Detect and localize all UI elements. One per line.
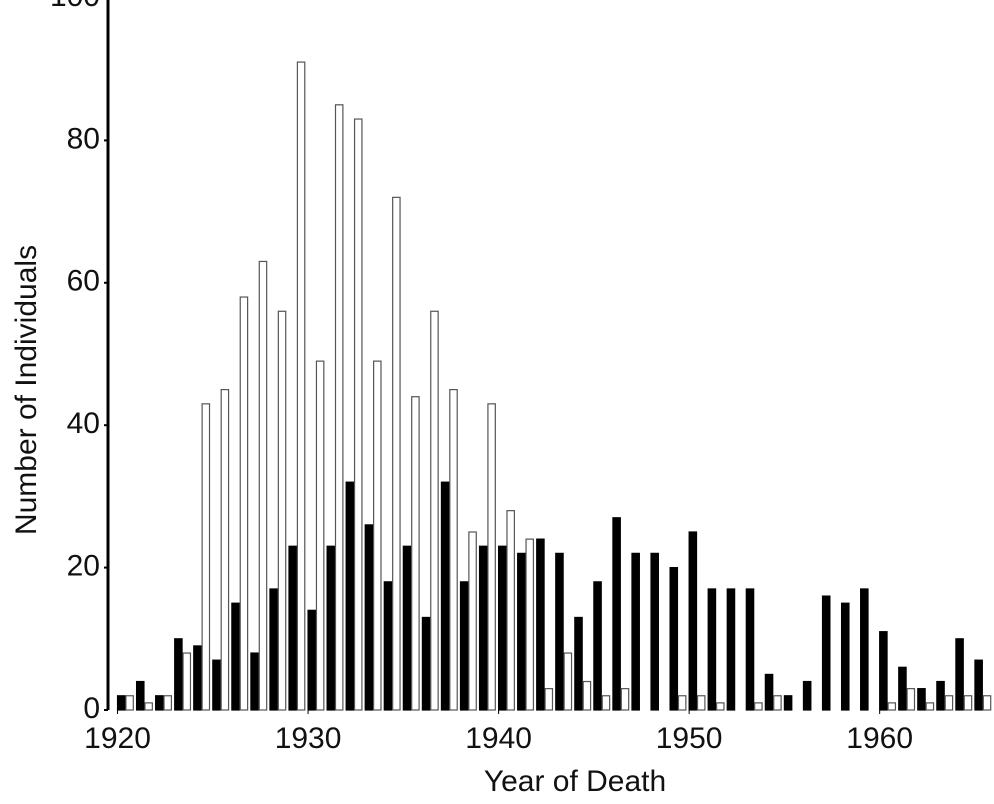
- bar: [478, 545, 488, 711]
- y-tick-label: 40: [67, 407, 100, 440]
- y-tick-label: 80: [67, 122, 100, 155]
- bar: [982, 695, 992, 711]
- bar: [754, 702, 763, 711]
- bar: [631, 552, 640, 711]
- bar: [745, 588, 755, 711]
- bar: [258, 260, 268, 711]
- bar: [898, 666, 907, 711]
- bar: [650, 552, 660, 711]
- bar: [773, 695, 782, 711]
- bar: [144, 702, 153, 711]
- bar: [525, 538, 535, 711]
- bar: [277, 310, 287, 711]
- bar: [231, 602, 240, 711]
- bar: [201, 403, 211, 711]
- bar: [296, 61, 306, 711]
- bar: [936, 680, 945, 711]
- bar: [715, 702, 725, 711]
- bar: [440, 481, 450, 711]
- bar: [601, 695, 611, 711]
- bar: [334, 104, 344, 711]
- bar: [582, 680, 592, 711]
- bar: [879, 631, 888, 711]
- bar: [925, 702, 935, 711]
- x-tick-label: 1950: [656, 722, 723, 755]
- y-tick-label: 20: [67, 550, 100, 583]
- x-tick-label: 1940: [465, 722, 532, 755]
- bar: [574, 616, 583, 711]
- bar: [944, 695, 954, 711]
- bar: [269, 588, 278, 711]
- bar: [459, 581, 469, 711]
- bar: [840, 602, 850, 711]
- bar: [402, 545, 412, 711]
- bar: [315, 360, 325, 711]
- bar: [430, 310, 439, 711]
- y-axis-label: Number of Individuals: [10, 245, 43, 535]
- bar: [212, 659, 221, 711]
- bar: [593, 581, 602, 711]
- bar: [783, 695, 793, 711]
- bar: [288, 545, 297, 711]
- bar: [174, 638, 183, 711]
- bar: [860, 588, 869, 711]
- bar: [887, 702, 897, 711]
- bar: [677, 695, 687, 711]
- bar: [135, 680, 145, 711]
- bar: [536, 538, 545, 711]
- bar: [307, 609, 317, 711]
- bar: [802, 680, 812, 711]
- bar: [155, 695, 164, 711]
- bar: [544, 688, 554, 711]
- bar: [326, 545, 336, 711]
- bar: [345, 481, 355, 711]
- x-axis-label: Year of Death: [484, 765, 666, 798]
- x-tick-label: 1960: [846, 722, 913, 755]
- bar: [906, 688, 916, 711]
- y-tick-label: 100: [50, 0, 100, 13]
- bar: [517, 552, 526, 711]
- bar: [764, 673, 774, 711]
- bar: [917, 688, 926, 711]
- x-tick-label: 1930: [275, 722, 342, 755]
- bar: [696, 695, 706, 711]
- bar: [383, 581, 393, 711]
- y-tick-label: 0: [83, 692, 100, 725]
- bar: [364, 524, 374, 711]
- bar: [163, 695, 173, 711]
- bar: [974, 659, 983, 711]
- bar: [688, 531, 698, 711]
- bar: [411, 396, 420, 711]
- bar: [250, 652, 259, 711]
- bar: [506, 510, 515, 711]
- bar: [612, 517, 621, 711]
- y-tick-label: 60: [67, 265, 100, 298]
- bar: [125, 695, 134, 711]
- bar: [421, 616, 431, 711]
- bar: [468, 531, 477, 711]
- bar: [392, 196, 401, 711]
- bar: [821, 595, 831, 711]
- bar: [555, 552, 564, 711]
- bar: [620, 688, 630, 711]
- bar: [353, 118, 363, 711]
- bar: [182, 652, 192, 711]
- bar: [373, 360, 382, 711]
- bar: [193, 645, 202, 711]
- bar: [726, 588, 736, 711]
- bar: [955, 638, 964, 711]
- bar: [220, 389, 230, 711]
- bar: [449, 389, 458, 711]
- bar: [116, 695, 126, 711]
- x-tick-label: 1920: [84, 722, 151, 755]
- bar: [563, 652, 573, 711]
- bar: [963, 695, 973, 711]
- bar: [239, 296, 249, 711]
- bar: [707, 588, 717, 711]
- bar: [498, 545, 507, 711]
- bar: [669, 566, 679, 711]
- bar: [487, 403, 496, 711]
